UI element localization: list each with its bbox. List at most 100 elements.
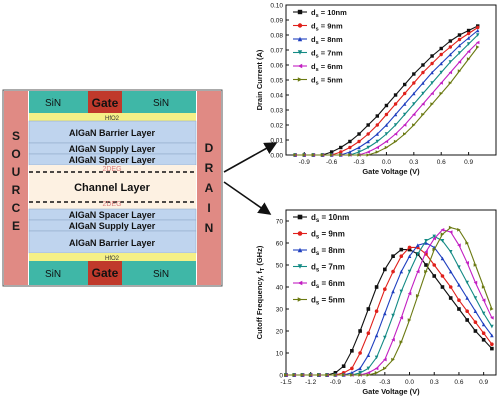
data-point <box>430 81 434 85</box>
data-point <box>350 373 354 377</box>
legend-label: ds = 9nm <box>311 230 345 241</box>
data-point <box>393 139 398 144</box>
data-point <box>476 40 480 45</box>
data-point <box>391 269 395 274</box>
data-point <box>448 296 453 300</box>
legend-entry: ds = 7nm <box>293 49 343 60</box>
y-tick-label: 0.00 <box>270 153 283 160</box>
data-point <box>424 263 428 267</box>
data-point <box>490 316 494 320</box>
legend-marker <box>297 63 303 69</box>
data-point <box>421 112 425 117</box>
data-point <box>466 28 471 33</box>
data-point <box>407 269 412 274</box>
data-point <box>366 123 370 127</box>
data-point <box>358 373 362 377</box>
data-point <box>481 338 486 342</box>
x-tick-label: -0.6 <box>355 379 367 386</box>
data-point <box>457 228 461 232</box>
legend-marker <box>297 264 303 269</box>
legend-marker <box>297 297 303 302</box>
y-tick-label: 0.10 <box>270 3 283 10</box>
y-tick-label: 50 <box>276 263 284 270</box>
data-point <box>393 93 398 97</box>
data-point <box>366 132 370 136</box>
y-tick-label: 0.09 <box>270 18 283 25</box>
drain-letter: R <box>205 161 214 175</box>
data-point <box>358 329 362 333</box>
data-point <box>384 139 389 144</box>
data-point <box>366 307 371 311</box>
data-point <box>384 112 389 117</box>
data-point <box>465 261 469 265</box>
data-point <box>384 145 389 150</box>
data-point <box>375 114 380 118</box>
source-label: S O U R C E <box>11 129 20 233</box>
data-point <box>407 318 412 322</box>
legend-entry: ds = 8nm <box>293 35 343 46</box>
data-point <box>481 331 486 335</box>
data-point <box>432 234 437 239</box>
x-tick-label: -0.6 <box>326 159 338 166</box>
sin-top-right <box>122 91 196 113</box>
hfo2-label: HfO2 <box>105 256 120 262</box>
y-axis-label: Cutoff Frequency, fT (GHz) <box>255 245 266 339</box>
data-point <box>439 46 443 51</box>
drain-letter: A <box>205 181 214 195</box>
data-point <box>448 60 453 64</box>
data-point <box>465 241 469 245</box>
data-point <box>439 70 443 75</box>
data-point <box>481 285 486 289</box>
data-point <box>457 43 462 48</box>
data-point <box>490 342 494 346</box>
data-point <box>430 102 434 106</box>
data-point <box>374 366 379 371</box>
data-point <box>440 274 445 278</box>
legend-entry: ds = 5nm <box>293 76 343 87</box>
data-point <box>407 245 412 250</box>
data-point <box>374 371 379 375</box>
legend-label: ds = 9nm <box>311 22 343 33</box>
data-point <box>383 335 387 340</box>
data-point <box>357 153 361 157</box>
data-point <box>466 42 471 46</box>
drain-label: D R A I N <box>205 141 214 235</box>
data-point <box>415 294 420 298</box>
data-point <box>490 346 494 351</box>
layer-label: AlGaN Spacer Layer <box>69 155 156 165</box>
data-point <box>415 269 420 274</box>
source-letter: C <box>12 201 21 215</box>
data-point <box>432 263 437 267</box>
data-point <box>424 239 428 243</box>
data-point <box>383 366 387 371</box>
y-axis-label: Drain Current (A) <box>255 49 264 110</box>
data-point <box>490 333 494 338</box>
data-point <box>466 57 471 61</box>
data-point <box>412 123 416 127</box>
data-point <box>430 54 434 58</box>
data-point <box>402 112 407 117</box>
data-point <box>366 373 371 377</box>
x-tick-label: 0.9 <box>464 159 473 166</box>
x-tick-label: 0.0 <box>382 159 391 166</box>
data-point <box>284 373 288 377</box>
source-letter: O <box>11 147 20 161</box>
x-tick-label: 0.0 <box>405 379 414 386</box>
data-point <box>457 265 461 269</box>
legend-entry: ds = 6nm <box>293 62 343 73</box>
data-point <box>476 45 480 49</box>
data-point <box>448 285 453 289</box>
legend-marker <box>297 23 303 28</box>
data-point <box>448 45 453 49</box>
data-point <box>481 311 486 316</box>
data-point <box>465 296 469 300</box>
data-point <box>473 280 478 285</box>
sin-label: SiN <box>153 98 169 109</box>
legend-entry: ds = 10nm <box>293 213 349 224</box>
data-point <box>473 296 478 300</box>
data-point <box>329 150 334 154</box>
data-point <box>317 373 321 377</box>
data-point <box>432 236 437 241</box>
x-tick-label: 0.6 <box>437 159 446 166</box>
data-point <box>465 280 469 285</box>
